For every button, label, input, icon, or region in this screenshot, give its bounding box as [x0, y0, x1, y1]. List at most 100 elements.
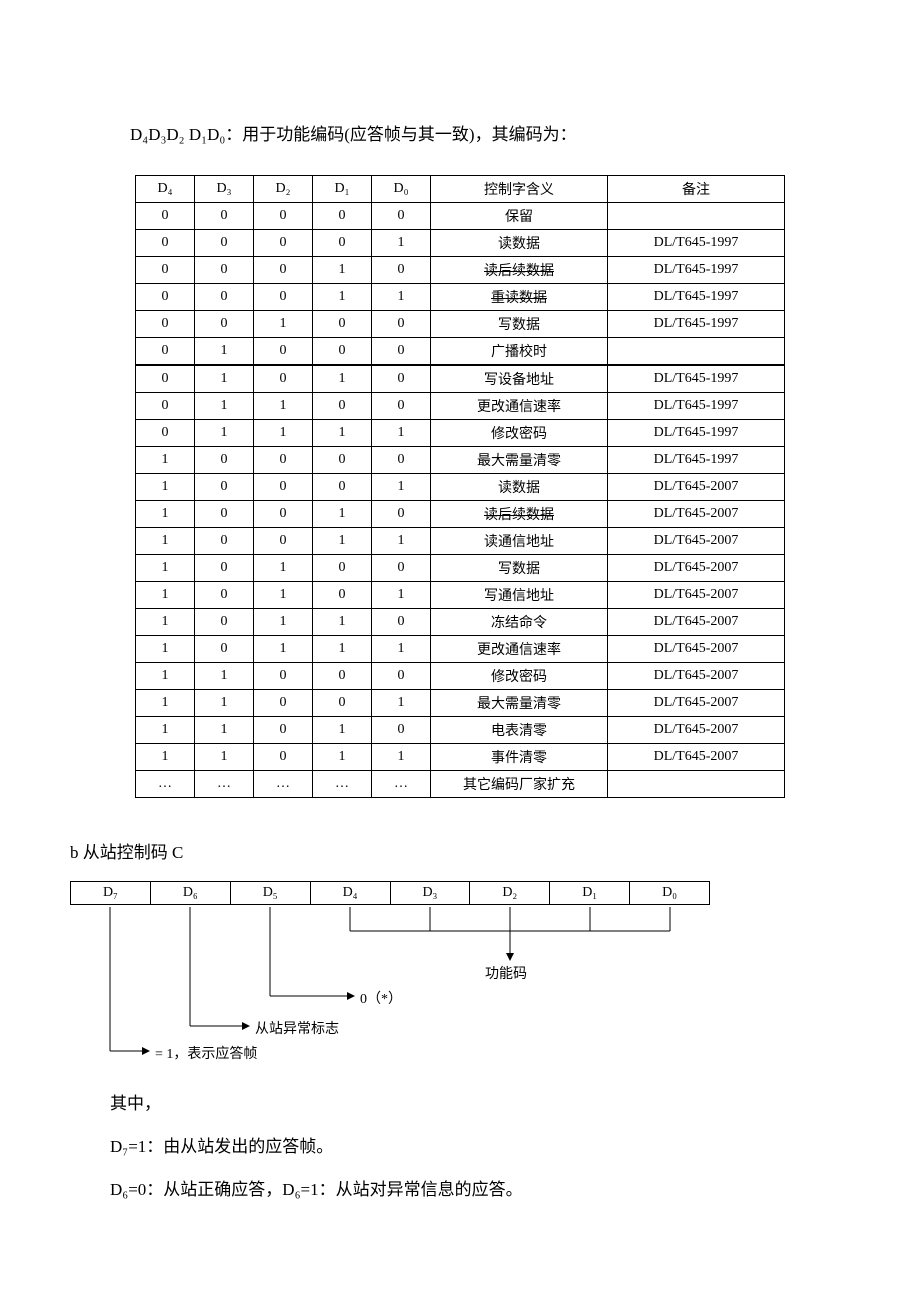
intro-content: D₄D₃D₂ D₁D₀：用于功能编码(应答帧与其一致)，其编码为： [130, 125, 577, 144]
cell-bit: 1 [136, 501, 195, 528]
cell-bit: 0 [195, 582, 254, 609]
cell-bit: 1 [372, 474, 431, 501]
cell-remark: DL/T645-2007 [608, 609, 785, 636]
cell-meaning: 最大需量清零 [431, 690, 608, 717]
cell-bit: 1 [313, 284, 372, 311]
cell-bit: 0 [195, 257, 254, 284]
cell-bit: 0 [254, 203, 313, 230]
cell-bit: 0 [254, 338, 313, 366]
cell-bit: 1 [372, 284, 431, 311]
cell-bit: 1 [195, 393, 254, 420]
cell-meaning: 读数据 [431, 474, 608, 501]
cell-bit: 0 [313, 230, 372, 257]
cell-bit: 0 [372, 609, 431, 636]
cell-bit: 0 [254, 284, 313, 311]
cell-bit: 0 [136, 420, 195, 447]
cell-bit: 1 [313, 636, 372, 663]
table-row: 10010读后续数据DL/T645-2007 [136, 501, 785, 528]
intro-text: D₄D₃D₂ D₁D₀：用于功能编码(应答帧与其一致)，其编码为： [60, 120, 860, 145]
cell-remark: DL/T645-1997 [608, 393, 785, 420]
cell-remark: DL/T645-2007 [608, 528, 785, 555]
cell-remark: DL/T645-2007 [608, 555, 785, 582]
table-row: 11001最大需量清零DL/T645-2007 [136, 690, 785, 717]
cell-meaning: 事件清零 [431, 744, 608, 771]
table-row: 10111更改通信速率DL/T645-2007 [136, 636, 785, 663]
cell-bit: 0 [254, 663, 313, 690]
cell-bit: 1 [254, 311, 313, 338]
table-body: 00000保留00001读数据DL/T645-199700010读后续数据DL/… [136, 203, 785, 798]
cell-remark: DL/T645-2007 [608, 474, 785, 501]
cell-meaning: 最大需量清零 [431, 447, 608, 474]
table-row: 11010电表清零DL/T645-2007 [136, 717, 785, 744]
cell-bit: 1 [136, 744, 195, 771]
cell-bit: 0 [254, 501, 313, 528]
header-d4: D₄ [136, 176, 195, 203]
cell-remark [608, 338, 785, 366]
cell-bit: 0 [254, 528, 313, 555]
cell-bit: 1 [195, 365, 254, 393]
cell-bit: 1 [254, 582, 313, 609]
cell-meaning: 修改密码 [431, 663, 608, 690]
cell-remark [608, 203, 785, 230]
cell-bit: 1 [313, 420, 372, 447]
table-row: 10101写通信地址DL/T645-2007 [136, 582, 785, 609]
cell-bit: 1 [254, 420, 313, 447]
cell-meaning: 广播校时 [431, 338, 608, 366]
cell-bit: 0 [195, 528, 254, 555]
cell-bit: 0 [372, 338, 431, 366]
cell-bit: 0 [136, 203, 195, 230]
cell-meaning: 写通信地址 [431, 582, 608, 609]
cell-bit: 1 [372, 420, 431, 447]
encoding-table: D₄ D₃ D₂ D₁ D₀ 控制字含义 备注 00000保留00001读数据D… [135, 175, 785, 798]
cell-bit: … [372, 771, 431, 798]
cell-bit: 0 [254, 474, 313, 501]
cell-remark: DL/T645-2007 [608, 663, 785, 690]
table-row: 00010读后续数据DL/T645-1997 [136, 257, 785, 284]
cell-bit: 0 [136, 393, 195, 420]
table-row: 01111修改密码DL/T645-1997 [136, 420, 785, 447]
cell-remark: DL/T645-1997 [608, 447, 785, 474]
paragraph-1: 其中， [110, 1089, 860, 1114]
section-b-heading: b 从站控制码 C [70, 838, 860, 863]
cell-bit: 0 [195, 203, 254, 230]
cell-bit: 1 [313, 528, 372, 555]
table-row: 00100写数据DL/T645-1997 [136, 311, 785, 338]
cell-bit: 0 [195, 555, 254, 582]
table-row: 10011读通信地址DL/T645-2007 [136, 528, 785, 555]
table-row: 00001读数据DL/T645-1997 [136, 230, 785, 257]
cell-bit: 1 [136, 717, 195, 744]
cell-meaning: 更改通信速率 [431, 636, 608, 663]
cell-remark: DL/T645-2007 [608, 717, 785, 744]
table-row: 10110冻结命令DL/T645-2007 [136, 609, 785, 636]
cell-bit: 0 [254, 257, 313, 284]
cell-bit: … [254, 771, 313, 798]
cell-bit: 0 [254, 717, 313, 744]
cell-remark [608, 771, 785, 798]
table-row: 10100写数据DL/T645-2007 [136, 555, 785, 582]
cell-bit: 1 [136, 582, 195, 609]
cell-bit: 1 [313, 365, 372, 393]
cell-remark: DL/T645-2007 [608, 501, 785, 528]
table-row: 01010写设备地址DL/T645-1997 [136, 365, 785, 393]
cell-bit: 1 [313, 744, 372, 771]
cell-meaning: 保留 [431, 203, 608, 230]
cell-bit: 1 [313, 717, 372, 744]
cell-meaning: 电表清零 [431, 717, 608, 744]
cell-bit: 0 [254, 230, 313, 257]
cell-bit: 0 [372, 393, 431, 420]
cell-bit: 0 [254, 744, 313, 771]
cell-bit: 1 [136, 447, 195, 474]
cell-bit: 0 [254, 365, 313, 393]
paragraph-2: D₇=1：由从站发出的应答帧。 [110, 1132, 860, 1157]
cell-bit: 0 [136, 284, 195, 311]
cell-bit: 0 [313, 203, 372, 230]
cell-bit: 1 [254, 636, 313, 663]
cell-meaning: 写设备地址 [431, 365, 608, 393]
cell-bit: 0 [195, 609, 254, 636]
cell-bit: 1 [254, 555, 313, 582]
cell-meaning: 更改通信速率 [431, 393, 608, 420]
cell-bit: 0 [254, 690, 313, 717]
table-row: ……………其它编码厂家扩充 [136, 771, 785, 798]
cell-remark: DL/T645-1997 [608, 365, 785, 393]
cell-bit: 0 [195, 230, 254, 257]
